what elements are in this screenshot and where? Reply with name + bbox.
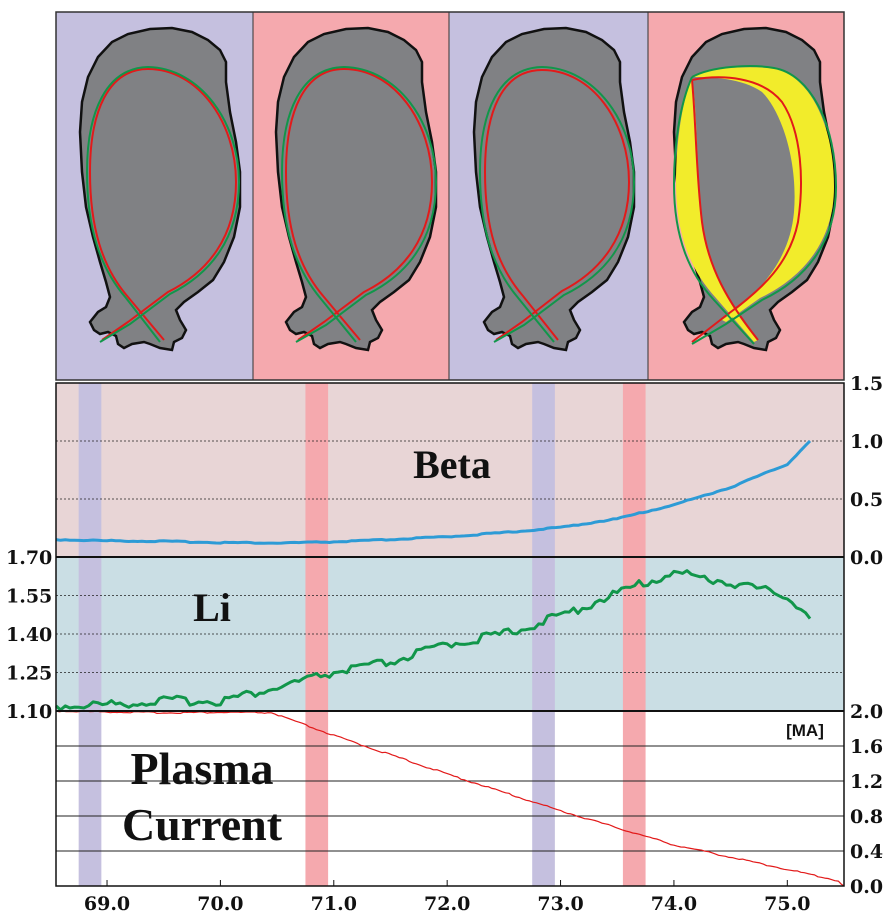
x-tick-label: 73.0 (537, 893, 583, 915)
highlight-band-3 (532, 383, 555, 886)
eq-panel-1-vessel (78, 26, 242, 352)
highlight-bands (78, 383, 646, 886)
time-series-frame (55, 382, 845, 887)
plasma-current-line (55, 710, 845, 887)
x-tick-label: 69.0 (84, 893, 130, 915)
eq-panel-2-vessel (274, 26, 438, 352)
highlight-band-1 (78, 383, 102, 886)
highlight-band-2 (305, 383, 329, 886)
y-tick-label: 1.5 (850, 373, 883, 395)
y-tick-label: 1.40 (6, 624, 52, 646)
beta-panel-bg (56, 383, 844, 557)
grid-lines (56, 440, 844, 886)
time-series-area: 0.0 0.5 1.0 1.5 1.10 1.25 1.40 1.55 1.70 0.0 0.4 0.… (6, 373, 883, 915)
current-unit: [MA] (786, 721, 824, 740)
li-label: Li (193, 585, 231, 630)
data-lines (55, 439, 845, 887)
y-tick-label: 0.4 (850, 841, 883, 863)
y-tick-label: 0.0 (850, 876, 883, 898)
y-tick-label: 0.0 (850, 547, 883, 569)
x-tick-label: 74.0 (651, 893, 697, 915)
y-tick-label: 0.5 (850, 489, 883, 511)
y-tick-label: 2.0 (850, 701, 883, 723)
x-tick-label: 75.0 (764, 893, 810, 915)
beta-label: Beta (413, 442, 491, 487)
plasma-current-label: Plasma Current (122, 743, 283, 850)
y-tick-label: 1.10 (6, 701, 52, 723)
y-tick-label: 1.70 (6, 547, 52, 569)
beta-line (55, 439, 812, 545)
y-tick-label: 1.2 (850, 771, 883, 793)
eq-panel-3-vessel (472, 26, 636, 352)
eq-panel-4-vessel (672, 26, 838, 352)
equilibrium-panels (55, 11, 845, 381)
x-tick-label: 72.0 (424, 893, 470, 915)
x-tick-label: 71.0 (311, 893, 357, 915)
current-panel-bg (56, 711, 844, 886)
y-tick-label: 1.6 (850, 736, 883, 758)
y-tick-label: 0.8 (850, 806, 883, 828)
li-line (55, 569, 812, 712)
eq-panels-frame (55, 11, 845, 381)
y-tick-label: 1.55 (6, 586, 52, 608)
tick-labels: 0.0 0.5 1.0 1.5 1.10 1.25 1.40 1.55 1.70 0.0 0.4 0.… (6, 373, 883, 915)
y-tick-label: 1.0 (850, 431, 883, 453)
highlight-band-4 (622, 383, 646, 886)
x-tick-label: 70.0 (197, 893, 243, 915)
y-tick-label: 1.25 (6, 663, 52, 685)
